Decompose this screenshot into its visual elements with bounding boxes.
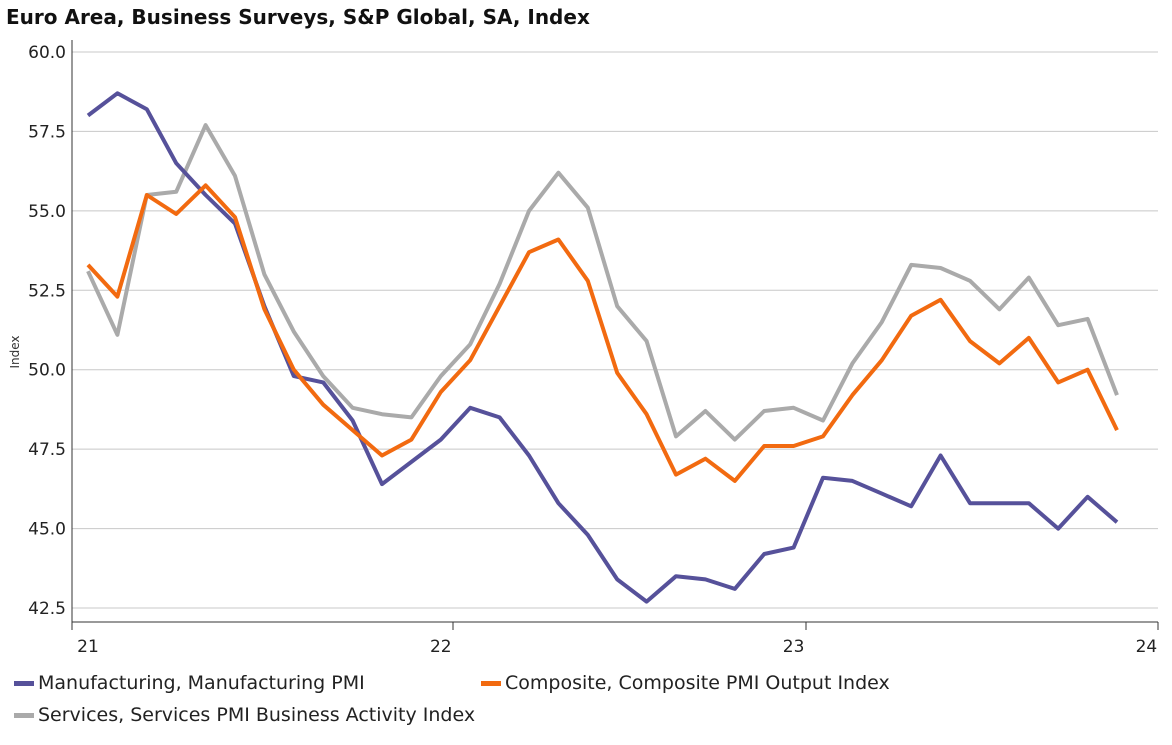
- legend-label-services: Services, Services PMI Business Activity…: [38, 704, 476, 726]
- x-tick-label: 24: [1136, 637, 1158, 657]
- y-tick-label: 42.5: [28, 599, 66, 619]
- series-lines: [86, 91, 1119, 604]
- legend-swatch-services: [14, 712, 34, 718]
- legend-item-composite: Composite, Composite PMI Output Index: [481, 672, 890, 694]
- y-tick-label: 60.0: [28, 43, 66, 63]
- y-tick-label: 50.0: [28, 361, 66, 381]
- legend-label-manufacturing: Manufacturing, Manufacturing PMI: [38, 672, 365, 694]
- legend: Manufacturing, Manufacturing PMI Composi…: [14, 672, 1164, 738]
- legend-item-manufacturing: Manufacturing, Manufacturing PMI: [14, 672, 365, 694]
- legend-swatch-manufacturing: [14, 680, 34, 686]
- x-tick-label: 23: [783, 637, 805, 657]
- gridlines: [72, 51, 1158, 609]
- y-axis-label: Index: [4, 335, 26, 368]
- y-tick-label: 57.5: [28, 122, 66, 142]
- axes: [71, 40, 1159, 630]
- y-tick-label: 47.5: [28, 440, 66, 460]
- legend-label-composite: Composite, Composite PMI Output Index: [505, 672, 890, 694]
- y-tick-label: 45.0: [28, 520, 66, 540]
- line-chart: 60.0 57.5 55.0 52.5 50.0 47.5 45.0 42.5 21 22 23 24: [28, 40, 1159, 657]
- legend-item-services: Services, Services PMI Business Activity…: [14, 704, 475, 726]
- legend-swatch-composite: [481, 680, 501, 686]
- y-axis-label-text: Index: [8, 335, 22, 369]
- x-tick-label: 22: [430, 637, 452, 657]
- x-tick-label: 21: [77, 637, 99, 657]
- chart-title: Euro Area, Business Surveys, S&P Global,…: [6, 5, 590, 29]
- y-tick-label: 55.0: [28, 202, 66, 222]
- series-line-1: [86, 183, 1119, 483]
- series-line-0: [86, 91, 1119, 604]
- y-tick-label: 52.5: [28, 281, 66, 301]
- series-line-2: [86, 123, 1119, 442]
- tick-labels: 60.0 57.5 55.0 52.5 50.0 47.5 45.0 42.5 21 22 23 24: [28, 43, 1157, 657]
